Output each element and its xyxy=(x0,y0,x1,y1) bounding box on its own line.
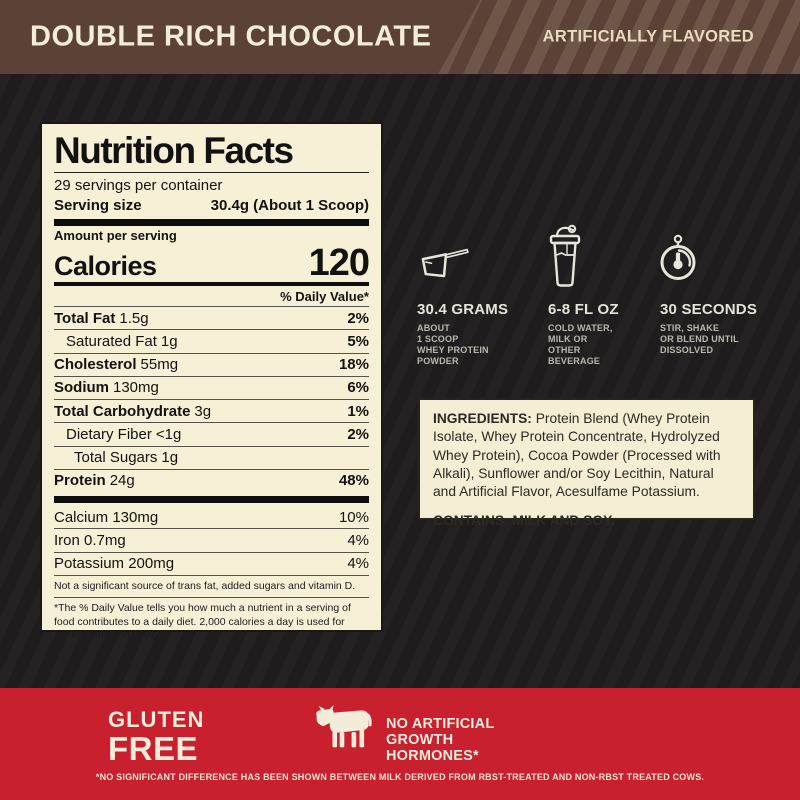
nutrient-row-protein: Protein 24g 48% xyxy=(54,472,369,490)
cow-icon xyxy=(310,705,376,763)
nutrient-row-cholesterol: Cholesterol 55mg 18% xyxy=(54,354,369,377)
nutrient-row-total-sugars: Total Sugars 1g xyxy=(54,447,369,470)
direction-detail: STIR, SHAKE OR BLEND UNTIL DISSOLVED xyxy=(660,323,739,355)
mineral-row-iron: Iron 0.7mg 4% xyxy=(54,529,369,553)
diagonal-stripes-decoration xyxy=(438,0,800,74)
mineral-row-potassium: Potassium 200mg 4% xyxy=(54,553,369,576)
serving-size-label: Serving size xyxy=(54,196,142,214)
main-area: Nutrition Facts 29 servings per containe… xyxy=(0,74,800,688)
top-bar: DOUBLE RICH CHOCOLATE ARTIFICIALLY FLAVO… xyxy=(0,0,800,74)
ingredients-label: INGREDIENTS: xyxy=(433,411,532,426)
artificially-flavored-label: ARTIFICIALLY FLAVORED xyxy=(542,27,754,46)
calories-label: Calories xyxy=(54,251,157,282)
shaker-icon xyxy=(548,223,582,289)
insignificant-source-note: Not a significant source of trans fat, a… xyxy=(54,576,369,599)
direction-heading: 30.4 GRAMS xyxy=(417,301,509,318)
nutrition-facts-panel: Nutrition Facts 29 servings per containe… xyxy=(40,122,383,641)
rbst-disclaimer: *NO SIGNIFICANT DIFFERENCE HAS BEEN SHOW… xyxy=(95,772,705,782)
product-flavor-title: DOUBLE RICH CHOCOLATE xyxy=(30,20,432,53)
direction-detail: COLD WATER, MILK OR OTHER BEVERAGE xyxy=(548,323,613,366)
direction-detail: ABOUT 1 SCOOP WHEY PROTEIN POWDER xyxy=(417,323,489,366)
daily-value-header: % Daily Value* xyxy=(54,286,369,308)
nutrient-row-total-fat: Total Fat 1.5g 2% xyxy=(54,307,369,331)
timer-icon xyxy=(658,234,698,281)
contains-statement: CONTAINS: MILK AND SOY. xyxy=(433,512,615,528)
thick-divider xyxy=(54,496,369,504)
daily-value-footnote: *The % Daily Value tells you how much a … xyxy=(54,602,351,641)
ingredients-panel: INGREDIENTS: Protein Blend (Whey Protein… xyxy=(418,398,755,528)
servings-per-container: 29 servings per container xyxy=(54,177,223,194)
calories-row: Calories 120 xyxy=(54,242,370,284)
nutrient-row-sodium: Sodium 130mg 6% xyxy=(54,377,369,401)
no-artificial-hormones-label: NO ARTIFICIAL GROWTH HORMONES* xyxy=(386,716,495,765)
gluten-free-badge: GLUTEN FREE xyxy=(108,707,205,767)
ingredients-text: INGREDIENTS: Protein Blend (Whey Protein… xyxy=(433,411,721,500)
nutrition-facts-title: Nutrition Facts xyxy=(54,130,294,171)
divider xyxy=(54,172,369,173)
nutrient-row-dietary-fiber: Dietary Fiber <1g 2% xyxy=(54,423,369,447)
calories-value: 120 xyxy=(308,242,370,284)
scoop-icon xyxy=(420,246,470,280)
nutrient-row-total-carbohydrate: Total Carbohydrate 3g 1% xyxy=(54,400,369,424)
thick-divider xyxy=(54,219,369,227)
nutrient-row-saturated-fat: Saturated Fat 1g 5% xyxy=(54,330,369,354)
mineral-row-calcium: Calcium 130mg 10% xyxy=(54,506,369,530)
serving-size-row: Serving size 30.4g (About 1 Scoop) xyxy=(54,196,369,216)
serving-size-value: 30.4g (About 1 Scoop) xyxy=(210,196,369,214)
direction-col-fluid: 6-8 FL OZ COLD WATER, MILK OR OTHER BEVE… xyxy=(548,301,619,367)
thick-divider xyxy=(54,282,369,287)
direction-heading: 6-8 FL OZ xyxy=(548,301,619,318)
direction-heading: 30 SECONDS xyxy=(660,301,758,318)
footer-band: GLUTEN FREE NO ARTIFICIAL GROWTH HORMONE… xyxy=(0,688,800,800)
amount-per-serving-label: Amount per serving xyxy=(54,228,177,244)
direction-col-seconds: 30 SECONDS STIR, SHAKE OR BLEND UNTIL DI… xyxy=(660,301,757,356)
direction-col-grams: 30.4 GRAMS ABOUT 1 SCOOP WHEY PROTEIN PO… xyxy=(417,301,508,367)
